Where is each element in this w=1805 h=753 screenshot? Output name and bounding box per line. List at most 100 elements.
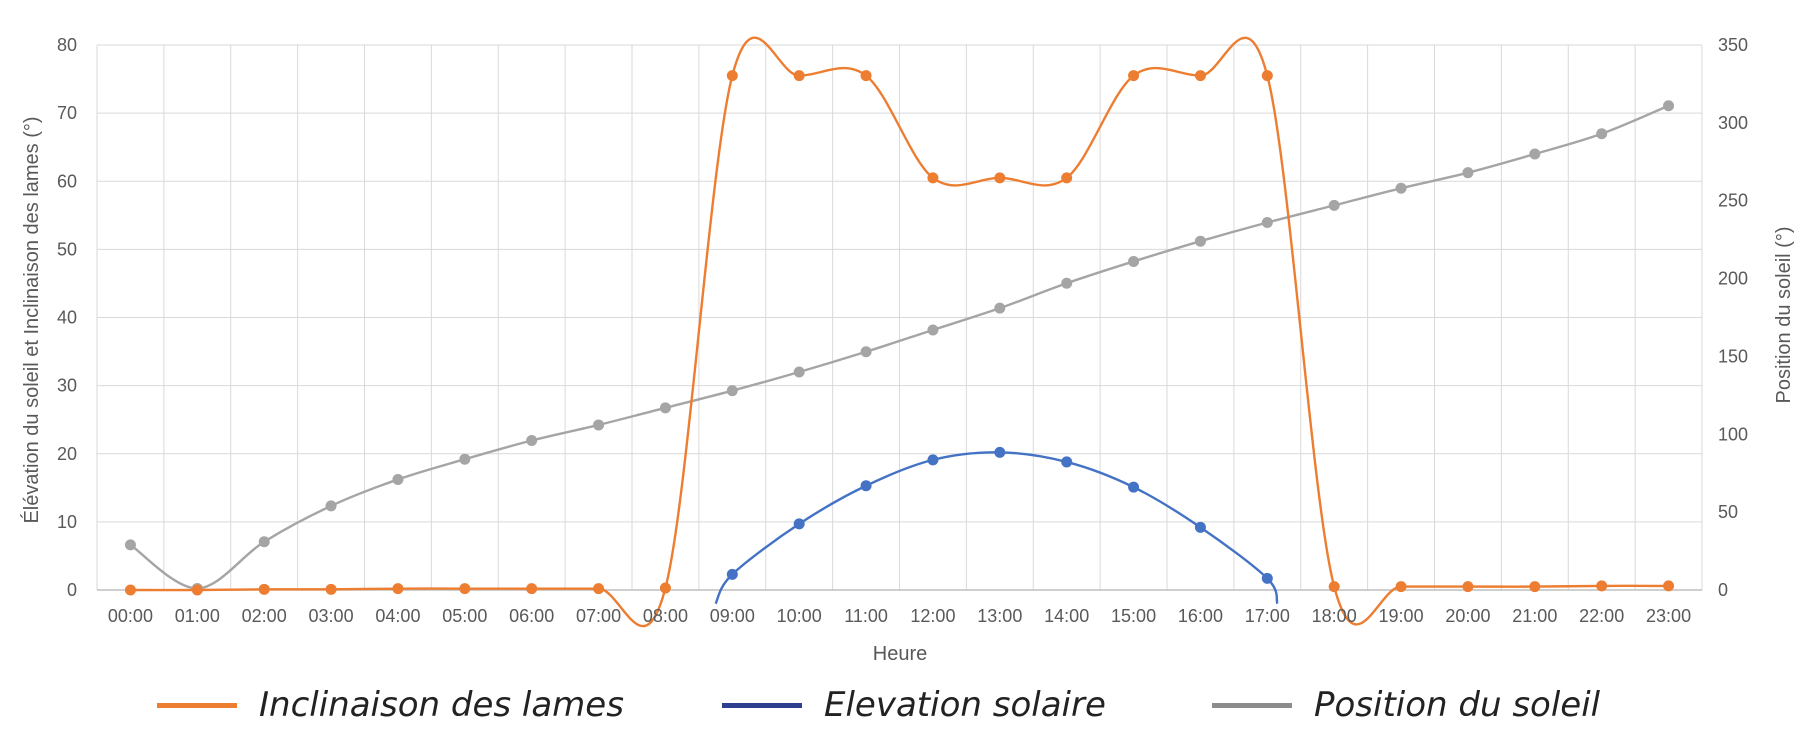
data-point [1529,148,1541,160]
data-point [860,346,872,358]
data-point [1462,167,1474,179]
data-point [659,582,671,594]
data-point [1596,580,1608,592]
legend-swatch-orange [157,702,237,708]
data-point [593,419,605,431]
data-point [1395,182,1407,194]
legend-label: Inclinaison des lames [259,685,624,725]
legend-swatch-blue [722,702,802,708]
data-point [1194,235,1206,247]
x-tick-label: 10:00 [777,606,822,626]
legend-item-position: Position du soleil [1212,675,1600,735]
y-tick-label: 30 [57,376,77,396]
data-point [1128,70,1140,82]
data-point [860,480,872,492]
data-point [726,70,738,82]
x-tick-label: 15:00 [1111,606,1156,626]
x-tick-label: 13:00 [977,606,1022,626]
x-tick-label: 17:00 [1245,606,1290,626]
data-point [1663,580,1675,592]
x-tick-label: 00:00 [108,606,153,626]
x-tick-label: 03:00 [309,606,354,626]
data-point [726,385,738,397]
data-point [124,584,136,596]
data-point [258,583,270,595]
data-point [1128,255,1140,267]
x-tick-label: 11:00 [844,606,888,626]
series-line-0 [130,36,1669,628]
data-point [927,454,939,466]
x-tick-label: 18:00 [1312,606,1357,626]
y2-tick-label: 50 [1718,502,1738,522]
data-point [927,324,939,336]
x-axis-title: Heure [873,643,927,665]
y-tick-label: 70 [57,103,77,123]
data-point [1061,456,1073,468]
data-point [860,70,872,82]
data-point [392,583,404,595]
y2-tick-label: 350 [1718,35,1748,55]
data-point [994,446,1006,458]
data-point [1462,581,1474,593]
y-axis-title: Élévation du soleil et Inclinaison des l… [20,116,43,523]
y2-tick-label: 200 [1718,269,1748,289]
x-tick-label: 09:00 [710,606,755,626]
gridlines [96,44,1703,591]
data-point [1061,172,1073,184]
y-tick-label: 80 [57,35,77,55]
y-tick-label: 10 [57,512,77,532]
data-point [726,568,738,580]
data-point [793,518,805,530]
data-point [526,583,538,595]
data-point [1261,217,1273,229]
y-tick-label: 0 [67,580,77,600]
legend-item-elevation: Elevation solaire [722,675,1106,735]
x-tick-label: 16:00 [1178,606,1223,626]
data-point [1061,277,1073,289]
data-point [1194,521,1206,533]
y2-tick-label: 300 [1718,113,1748,133]
x-tick-label: 07:00 [576,606,621,626]
legend-label: Elevation solaire [824,685,1106,725]
y-tick-label: 50 [57,239,77,259]
y2-tick-label: 0 [1718,580,1728,600]
data-point [1128,481,1140,493]
data-point [1328,199,1340,211]
y-tick-label: 40 [57,308,77,328]
legend-item-inclinaison: Inclinaison des lames [157,675,624,735]
y-tick-label: 20 [57,444,77,464]
data-point [1395,581,1407,593]
data-point [1529,581,1541,593]
data-point [927,172,939,184]
data-point [258,536,270,548]
legend-label: Position du soleil [1314,685,1601,725]
data-point [994,302,1006,314]
data-point [994,172,1006,184]
x-tick-label: 01:00 [175,606,220,626]
chart: 0 10 20 30 40 50 60 70 80 0 50 100 150 200 250 300 350 00… [20,35,1795,665]
data-point [1261,572,1273,584]
data-point [459,583,471,595]
x-tick-label: 02:00 [242,606,287,626]
data-point [392,473,404,485]
data-point [593,583,605,595]
data-point [1663,100,1675,112]
data-point [1194,70,1206,82]
tick-labels: 0 10 20 30 40 50 60 70 80 0 50 100 150 200 250 300 350 00… [57,35,1748,626]
legend: Inclinaison des lames Elevation solaire … [0,675,1805,735]
data-point [325,500,337,512]
legend-swatch-gray [1212,702,1292,708]
x-tick-label: 04:00 [375,606,420,626]
data-point [124,539,136,551]
series-points [124,70,1675,596]
data-point [526,435,538,447]
data-point [1261,70,1273,82]
x-tick-label: 23:00 [1646,606,1691,626]
y-tick-label: 60 [57,171,77,191]
x-tick-label: 12:00 [910,606,955,626]
x-tick-label: 20:00 [1445,606,1490,626]
data-point [1328,581,1340,593]
y2-axis-title: Position du soleil (°) [1773,227,1795,404]
data-point [191,584,203,596]
x-tick-label: 08:00 [643,606,688,626]
